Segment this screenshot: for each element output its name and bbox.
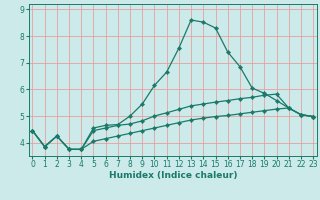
X-axis label: Humidex (Indice chaleur): Humidex (Indice chaleur) xyxy=(108,171,237,180)
